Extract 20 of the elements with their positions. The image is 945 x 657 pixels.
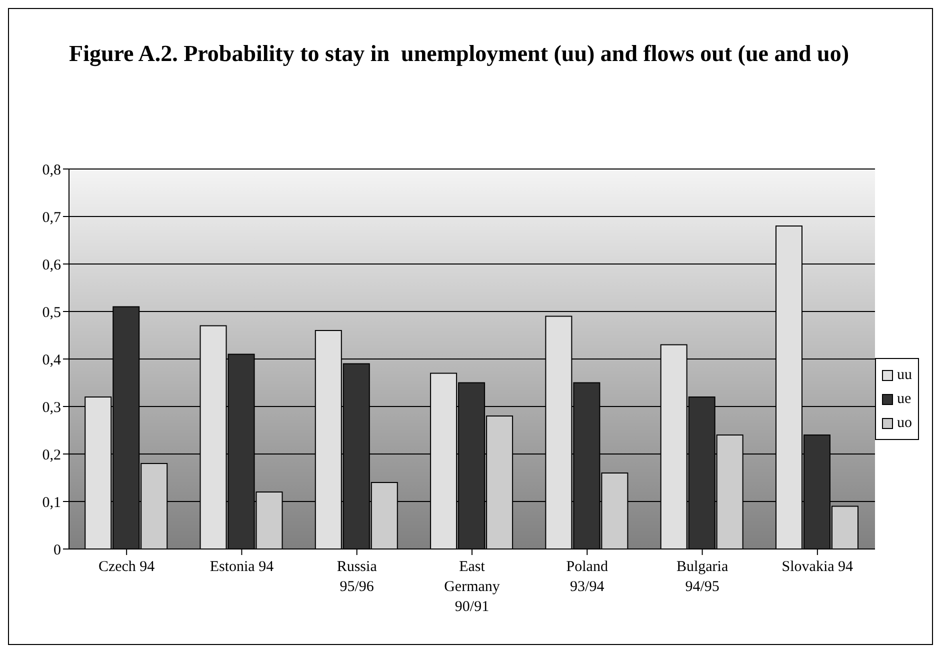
y-tick-label: 0,1 [42,494,61,511]
x-tick-label: Slovakia 94 [782,559,854,575]
y-tick-label: 0,8 [42,162,61,178]
legend-label: ue [897,390,912,408]
x-tick-label: Poland 93/94 [566,559,608,595]
y-tick-label: 0,3 [42,400,61,416]
x-tick-label: East Germany 90/91 [444,559,500,615]
y-tick-label: 0,5 [42,304,61,321]
legend-label: uo [897,414,912,432]
x-tick-label: Czech 94 [98,559,156,575]
x-tick-label: Estonia 94 [210,559,274,575]
y-tick-label: 0 [54,542,61,558]
y-tick-label: 0,7 [42,210,62,226]
y-tick-label: 0,4 [42,352,62,368]
y-tick-label: 0,6 [42,257,62,274]
chart-title: Figure A.2. Probability to stay in unemployment (uu) and flows out (ue and uo) [68,40,850,68]
x-tick-label: Bulgaria 94/95 [676,559,728,595]
x-tick-label: Russia 95/96 [336,559,378,595]
legend-label: uu [897,366,912,384]
y-tick-label: 0,2 [42,447,61,464]
